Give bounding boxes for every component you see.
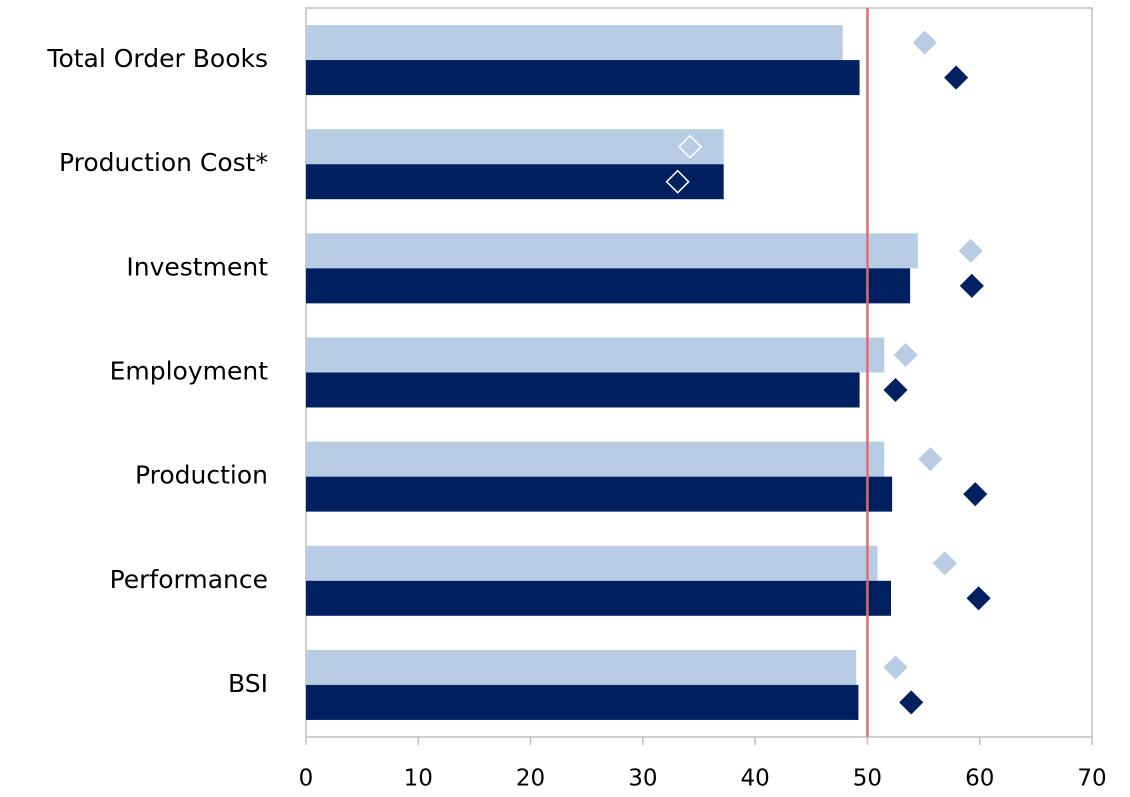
diamond-marker bbox=[963, 482, 988, 507]
category-label: BSI bbox=[228, 669, 268, 698]
bar bbox=[306, 684, 859, 720]
bar bbox=[306, 337, 885, 373]
x-tick-label: 60 bbox=[965, 766, 994, 792]
bar bbox=[306, 60, 860, 96]
diamond-marker bbox=[665, 169, 690, 194]
diamond-marker bbox=[883, 377, 908, 403]
diamond-marker bbox=[944, 65, 969, 90]
diamond-marker bbox=[912, 30, 937, 55]
bar bbox=[306, 372, 860, 408]
diamond-marker bbox=[958, 238, 983, 263]
x-tick-label: 50 bbox=[853, 766, 882, 792]
category-label: Performance bbox=[110, 565, 268, 594]
x-tick-label: 0 bbox=[299, 766, 314, 792]
bar bbox=[306, 233, 918, 269]
category-label: Investment bbox=[126, 252, 268, 281]
diamond-marker bbox=[883, 655, 908, 680]
x-tick-label: 70 bbox=[1077, 766, 1106, 792]
diamond-marker bbox=[932, 551, 957, 576]
bar bbox=[306, 476, 893, 512]
bar bbox=[306, 268, 911, 304]
bar bbox=[306, 545, 878, 581]
x-tick-label: 20 bbox=[516, 766, 545, 792]
category-label: Employment bbox=[110, 357, 269, 386]
diamond-marker bbox=[677, 134, 703, 159]
bar bbox=[306, 25, 843, 61]
category-label: Production Cost* bbox=[59, 148, 268, 177]
diamond-marker bbox=[893, 342, 918, 368]
category-label: Total Order Books bbox=[46, 44, 268, 73]
diamond-marker bbox=[899, 690, 924, 715]
diamond-marker bbox=[918, 447, 943, 472]
x-tick-label: 40 bbox=[741, 766, 770, 792]
diamond-marker bbox=[959, 273, 984, 298]
bar bbox=[306, 164, 724, 200]
bar bbox=[306, 129, 724, 165]
x-tick-label: 30 bbox=[628, 766, 657, 792]
bar bbox=[306, 441, 885, 477]
diamond-marker bbox=[966, 586, 991, 611]
bar bbox=[306, 580, 892, 616]
x-tick-label: 10 bbox=[404, 766, 433, 792]
bar bbox=[306, 649, 857, 685]
category-label: Production bbox=[135, 461, 268, 490]
